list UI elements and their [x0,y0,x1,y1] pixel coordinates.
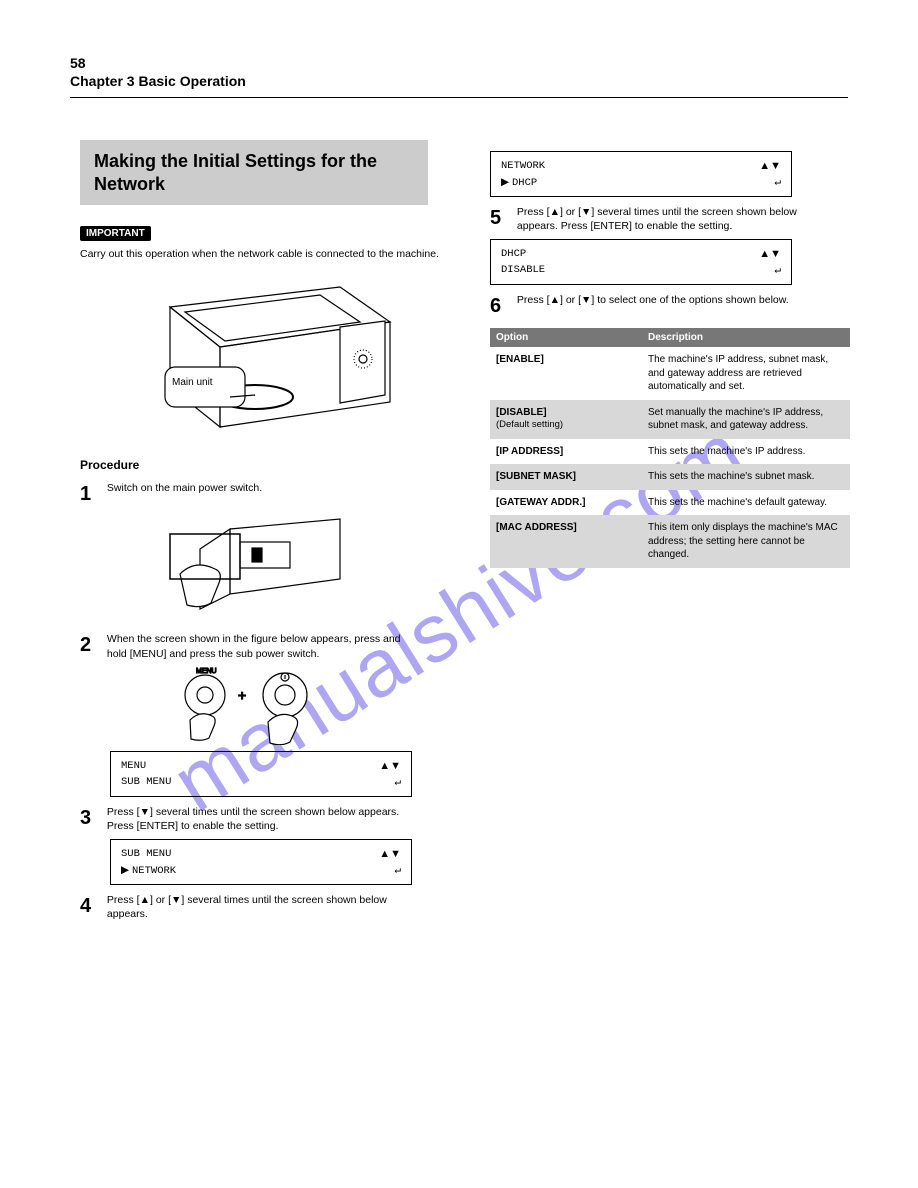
updown-icon: ▲▼ [759,248,781,260]
lcd-d-r2l: DISABLE [501,264,545,276]
lcd-b-r1l: SUB MENU [121,848,171,860]
description-cell: Set manually the machine's IP address, s… [642,400,850,439]
updown-icon: ▲▼ [759,160,781,172]
option-cell: [DISABLE](Default setting) [490,400,642,439]
left-column: Making the Initial Settings for the Netw… [80,140,440,925]
step-4-number: 4 [80,893,104,920]
table-head-desc: Description [642,328,850,347]
lcd-display-d: DHCP ▲▼ DISABLE ↵ [490,239,792,285]
lcd-display-c: NETWORK ▲▼ ▶ DHCP ↵ [490,151,792,197]
table-row: [MAC ADDRESS]This item only displays the… [490,515,850,568]
option-cell: [IP ADDRESS] [490,439,642,465]
table-row: [GATEWAY ADDR.]This sets the machine's d… [490,490,850,516]
step-6-text: Press [▲] or [▼] to select one of the op… [517,293,817,307]
lcd-display-a: MENU ▲▼ SUB MENU ↵ [110,751,412,797]
enter-icon: ↵ [774,175,781,189]
step-4-text: Press [▲] or [▼] several times until the… [107,893,407,921]
chapter-title: Chapter 3 Basic Operation [70,73,246,89]
step-2-number: 2 [80,632,104,659]
svg-text:MENU: MENU [196,668,217,675]
lcd-d-r1l: DHCP [501,248,526,260]
step-3-text: Press [▼] several times until the screen… [107,805,407,833]
table-head-option: Option [490,328,642,347]
page-container: 58 Chapter 3 Basic Operation manualshive… [0,0,918,1188]
option-cell: [ENABLE] [490,347,642,400]
step-1-number: 1 [80,481,104,508]
right-column: NETWORK ▲▼ ▶ DHCP ↵ 5 Press [▲] or [▼] s… [490,145,850,568]
svg-text:+: + [238,687,246,703]
step-5-number: 5 [490,205,514,232]
machine-illustration: Main unit [110,267,410,447]
option-cell: [GATEWAY ADDR.] [490,490,642,516]
step-4: 4 Press [▲] or [▼] several times until t… [80,893,440,921]
lcd-c-r1l: NETWORK [501,160,545,172]
description-cell: The machine's IP address, subnet mask, a… [642,347,850,400]
important-badge: IMPORTANT [80,226,151,241]
procedure-heading: Procedure [80,457,440,473]
step-2: 2 When the screen shown in the figure be… [80,632,440,660]
horizontal-rule [70,97,848,98]
step-6-number: 6 [490,293,514,320]
table-row: [ENABLE]The machine's IP address, subnet… [490,347,850,400]
lcd-c-r2l: ▶ DHCP [501,176,537,189]
option-cell: [MAC ADDRESS] [490,515,642,568]
description-cell: This sets the machine's default gateway. [642,490,850,516]
lcd-b-r2l: ▶ NETWORK [121,864,176,877]
step-6: 6 Press [▲] or [▼] to select one of the … [490,293,850,320]
lcd-a-r2l: SUB MENU [121,776,171,788]
options-table: Option Description [ENABLE]The machine's… [490,328,850,568]
table-row: [IP ADDRESS]This sets the machine's IP a… [490,439,850,465]
important-text: Carry out this operation when the networ… [80,247,440,261]
updown-icon: ▲▼ [379,848,401,860]
table-row: [DISABLE](Default setting)Set manually t… [490,400,850,439]
page-number: 58 [70,55,86,71]
step-2-text: When the screen shown in the figure belo… [107,632,407,660]
step-3: 3 Press [▼] several times until the scre… [80,805,440,833]
step-5-text: Press [▲] or [▼] several times until the… [517,205,817,233]
step-1-text: Switch on the main power switch. [107,481,407,495]
lcd-a-r1l: MENU [121,760,146,772]
main-unit-callout: Main unit [172,377,242,389]
step-3-number: 3 [80,805,104,832]
power-switch-illustration [140,514,350,624]
enter-icon: ↵ [394,863,401,877]
table-row: [SUBNET MASK]This sets the machine's sub… [490,464,850,490]
updown-icon: ▲▼ [379,760,401,772]
menu-power-buttons-illustration: MENU + [160,665,340,745]
enter-icon: ↵ [774,263,781,277]
description-cell: This sets the machine's subnet mask. [642,464,850,490]
option-cell: [SUBNET MASK] [490,464,642,490]
step-5: 5 Press [▲] or [▼] several times until t… [490,205,850,233]
section-heading-band: Making the Initial Settings for the Netw… [80,140,428,205]
description-cell: This sets the machine's IP address. [642,439,850,465]
step-1: 1 Switch on the main power switch. [80,481,440,508]
lcd-display-b: SUB MENU ▲▼ ▶ NETWORK ↵ [110,839,412,885]
enter-icon: ↵ [394,775,401,789]
description-cell: This item only displays the machine's MA… [642,515,850,568]
